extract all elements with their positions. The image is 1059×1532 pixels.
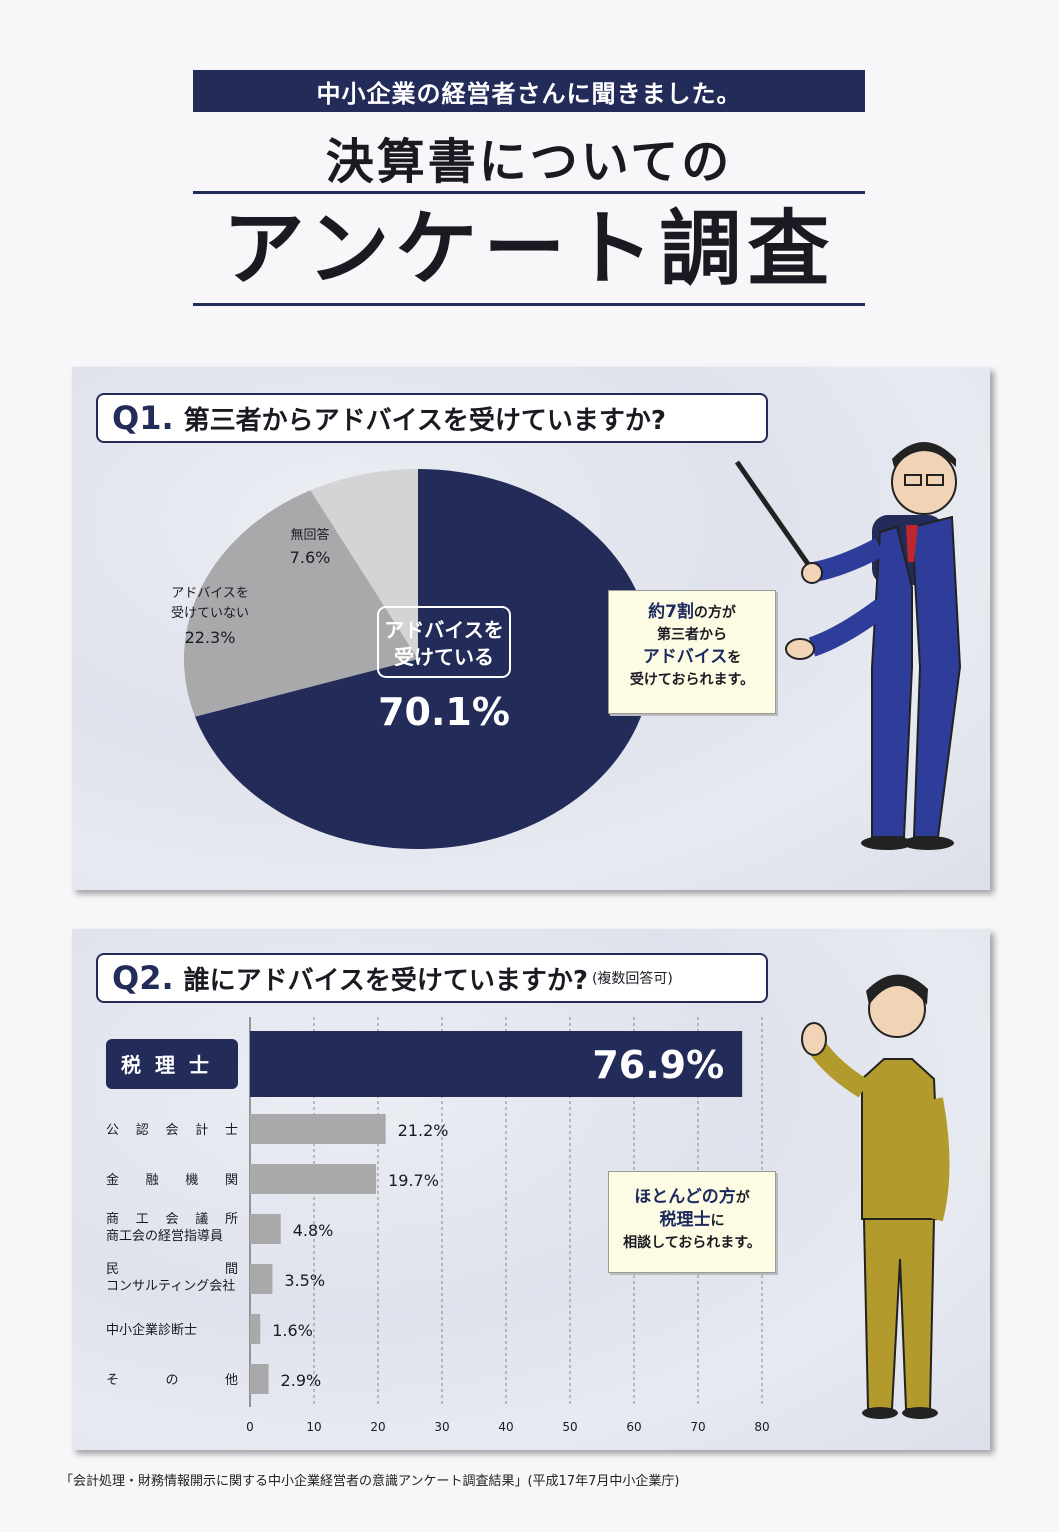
category-label: その他 — [106, 1373, 238, 1388]
header-rule-bottom — [193, 303, 865, 306]
pie-label-not-advised-line2: 受けていない — [171, 606, 249, 621]
footer-source: 「会計処理・財務情報開示に関する中小企業経営者の意識アンケート調査結果」(平成1… — [60, 1474, 680, 1489]
bar-value-label: 4.8% — [293, 1221, 334, 1240]
x-tick-label: 20 — [370, 1420, 385, 1434]
q1-callout-line4: 受けておられます。 — [629, 672, 755, 688]
x-tick-label: 70 — [690, 1420, 705, 1434]
pie-value-no-answer: 7.6% — [290, 548, 331, 567]
x-tick-label: 50 — [562, 1420, 577, 1434]
bar-value-label: 3.5% — [284, 1271, 325, 1290]
presenter-man-illustration — [734, 442, 962, 850]
pie-slice-advised — [195, 469, 652, 849]
x-tick-label: 80 — [754, 1420, 769, 1434]
bar — [250, 1264, 273, 1294]
category-label: 公認会計士 — [106, 1122, 238, 1138]
pie-value-advised: 70.1% — [378, 690, 510, 734]
category-label: 商工会議所 — [106, 1212, 238, 1227]
x-tick-label: 10 — [306, 1420, 321, 1434]
q1-callout-em1: 約7割 — [648, 602, 694, 622]
x-tick-label: 0 — [246, 1420, 254, 1434]
q2-question-box: Q2. 誰にアドバイスを受けていますか? (複数回答可) — [96, 953, 768, 1003]
bar — [250, 1364, 269, 1394]
x-tick-label: 30 — [434, 1420, 449, 1434]
category-label-box — [106, 1039, 238, 1089]
pie-label-advised-line1: アドバイスを — [384, 618, 503, 642]
q1-callout-rest3: を — [727, 650, 742, 666]
category-label: 中小企業診断士 — [106, 1322, 197, 1338]
q1-callout: 約7割の方が 第三者から アドバイスを 受けておられます。 — [608, 590, 776, 714]
q2-callout-em1: ほとんどの方 — [634, 1187, 736, 1207]
q2-question: 誰にアドバイスを受けていますか? — [183, 965, 588, 996]
category-label: コンサルティング会社 — [106, 1278, 235, 1294]
header-rule-top — [193, 191, 865, 194]
q2-bar-chart: 0 10 20 30 40 50 60 70 80 76.9% 税理士 21.2% 公認会計士 19.7%… — [106, 1017, 770, 1434]
pie-label-advised-line2: 受けている — [394, 645, 494, 669]
pie-label-advised-box — [377, 606, 511, 678]
x-tick-label: 40 — [498, 1420, 513, 1434]
q2-callout-line3: 相談しておられます。 — [623, 1235, 761, 1251]
pie-slice-no-answer — [310, 469, 418, 659]
pie-label-no-answer: 無回答 — [290, 527, 329, 543]
header-banner: 中小企業の経営者さんに聞きました。 — [193, 70, 865, 112]
bar-value-label: 1.6% — [272, 1321, 313, 1340]
bar-value-label: 76.9% — [592, 1043, 724, 1087]
pie-label-not-advised-line1: アドバイスを — [171, 586, 249, 601]
q1-question: 第三者からアドバイスを受けていますか? — [183, 405, 666, 436]
q1-question-box: Q1. 第三者からアドバイスを受けていますか? — [96, 393, 768, 443]
bar — [250, 1214, 281, 1244]
q1-callout-em3: アドバイス — [642, 647, 728, 667]
q2-callout-rest2: に — [710, 1213, 725, 1229]
header-subtitle: 決算書についての — [325, 134, 733, 190]
q1-callout-rest1: の方が — [693, 605, 736, 621]
bar — [250, 1314, 261, 1344]
q2-number: Q2. — [112, 959, 174, 997]
q1-callout-line2: 第三者から — [657, 627, 727, 643]
q2-callout-rest1: が — [735, 1190, 750, 1206]
bar — [250, 1031, 743, 1097]
pie-value-not-advised: 22.3% — [185, 628, 236, 647]
bar-value-label: 19.7% — [388, 1171, 439, 1190]
category-label: 金融機関 — [106, 1172, 238, 1188]
q2-note: (複数回答可) — [591, 971, 673, 987]
category-label: 商工会の経営指導員 — [106, 1229, 223, 1244]
page-title: アンケート調査 — [222, 202, 836, 297]
category-label: 税理士 — [121, 1053, 223, 1077]
q2-panel: Q2. 誰にアドバイスを受けていますか? (複数回答可) 0 10 20 30 40 50… — [72, 929, 990, 1450]
bar — [250, 1164, 377, 1194]
q1-panel: Q1. 第三者からアドバイスを受けていますか? アドバイスを 受けている 70.… — [72, 367, 990, 890]
pie-slice-not-advised — [184, 490, 418, 717]
q1-number: Q1. — [112, 399, 174, 437]
bar-value-label: 21.2% — [398, 1121, 449, 1140]
q2-callout-em2: 税理士 — [659, 1210, 711, 1230]
x-tick-label: 60 — [626, 1420, 641, 1434]
bar-value-label: 2.9% — [281, 1371, 322, 1390]
category-label: 民間 — [106, 1262, 238, 1277]
bar — [250, 1114, 386, 1144]
q2-callout: ほとんどの方が 税理士に 相談しておられます。 — [608, 1171, 776, 1273]
q1-pie-chart: アドバイスを 受けている 70.1% アドバイスを 受けていない 22.3% 無… — [171, 442, 962, 850]
